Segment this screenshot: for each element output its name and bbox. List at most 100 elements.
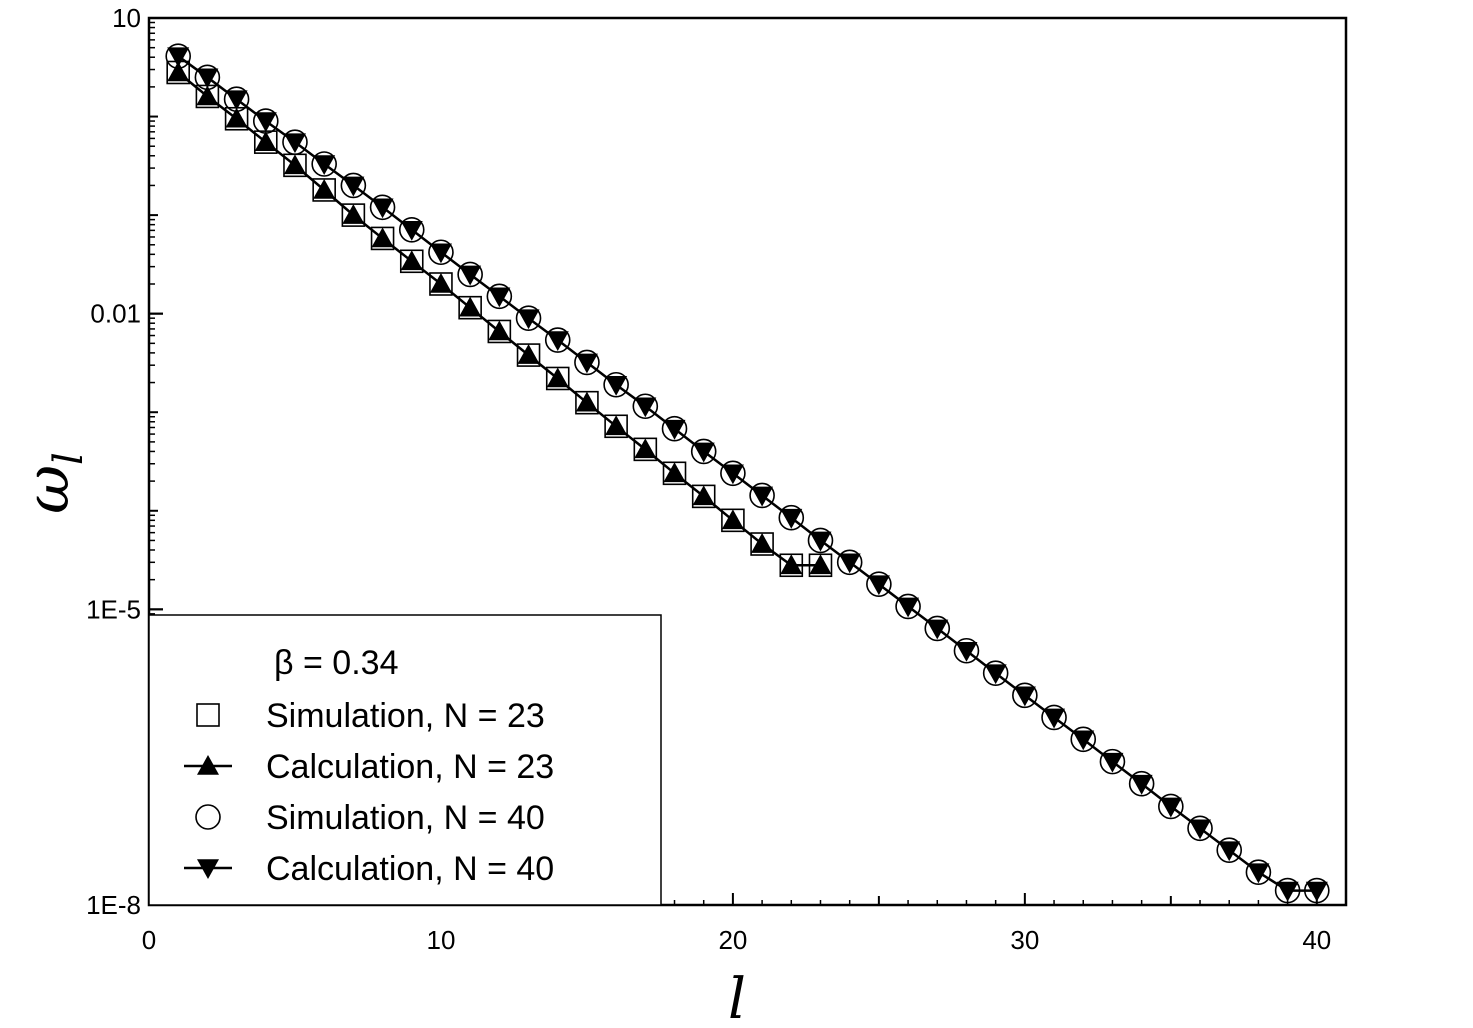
data-point	[254, 112, 277, 133]
data-point	[605, 375, 628, 396]
series-3	[165, 43, 1330, 904]
data-point	[926, 619, 949, 640]
data-point	[488, 320, 511, 341]
series-2	[167, 61, 832, 575]
x-tick-label: 0	[142, 925, 156, 955]
data-point	[982, 660, 1009, 686]
data-point	[1101, 752, 1124, 773]
legend-marker	[195, 804, 221, 830]
data-point	[780, 554, 803, 575]
data-point	[428, 239, 454, 266]
data-point	[632, 393, 659, 420]
data-point	[955, 641, 978, 662]
data-point	[751, 533, 774, 553]
legend-marker	[196, 703, 220, 727]
data-point	[459, 265, 482, 286]
data-point	[984, 664, 1007, 685]
data-point	[1013, 686, 1036, 707]
data-point	[194, 64, 221, 91]
data-point	[661, 415, 688, 442]
data-point	[575, 391, 598, 412]
data-point	[342, 176, 365, 197]
x-axis-label: l	[728, 967, 746, 1028]
data-layer	[165, 43, 1330, 904]
data-point	[634, 438, 657, 459]
legend-entries: Simulation, N = 23 Calculation, N = 23 Sim…	[184, 697, 554, 888]
data-point	[897, 597, 920, 618]
data-point	[895, 593, 921, 620]
data-point	[575, 353, 598, 374]
data-point	[546, 367, 569, 388]
data-point	[1128, 770, 1155, 797]
data-point	[663, 419, 686, 440]
data-point	[1043, 708, 1066, 729]
plot-frame	[147, 16, 1348, 907]
data-point	[546, 331, 569, 352]
data-point	[398, 216, 425, 243]
data-point	[1187, 815, 1213, 842]
series-line	[177, 55, 1317, 892]
data-point	[751, 486, 774, 507]
data-point	[603, 371, 629, 398]
series-4	[167, 47, 1328, 902]
legend: β = 0.34 Simulation, N = 23 Calculation, …	[148, 614, 662, 906]
data-point	[778, 504, 805, 531]
data-point	[371, 227, 394, 248]
data-point	[400, 220, 423, 241]
data-point	[167, 47, 190, 68]
data-point	[1245, 859, 1272, 886]
data-point	[225, 107, 248, 128]
data-point	[196, 68, 219, 89]
data-point	[342, 204, 365, 224]
data-point	[1216, 837, 1243, 863]
data-point	[1130, 774, 1153, 795]
y-axis-label-group: ωl	[13, 452, 92, 514]
y-axis-label-subscript: l	[46, 452, 92, 465]
data-point	[1247, 863, 1270, 884]
legend-label: Simulation, N = 23	[266, 697, 545, 735]
data-point	[400, 250, 423, 271]
data-point	[515, 305, 542, 331]
legend-label: Calculation, N = 40	[266, 850, 554, 888]
data-point	[634, 397, 657, 418]
data-point	[1012, 682, 1038, 709]
data-point	[1099, 748, 1126, 775]
data-point	[1041, 704, 1067, 731]
data-point	[1072, 730, 1095, 751]
data-point	[282, 129, 308, 155]
data-point	[924, 615, 951, 642]
data-point	[605, 415, 628, 436]
x-tick-label: 20	[718, 925, 747, 955]
data-point	[196, 85, 219, 106]
data-point	[429, 272, 452, 293]
legend-entry-1: Simulation, N = 23	[196, 697, 545, 735]
data-point	[720, 460, 746, 487]
y-axis-label: ωl	[13, 452, 92, 514]
data-point	[866, 571, 892, 597]
data-point	[721, 509, 744, 530]
data-point	[313, 178, 336, 199]
data-point	[369, 194, 396, 221]
data-point	[692, 485, 715, 506]
data-point	[692, 442, 715, 463]
data-point	[1218, 841, 1241, 862]
data-point	[1159, 797, 1182, 818]
legend-label: Calculation, N = 23	[266, 748, 554, 786]
data-point	[838, 553, 861, 574]
legend-marker	[197, 755, 219, 775]
data-point	[1305, 881, 1328, 902]
data-point	[225, 90, 248, 111]
data-point	[836, 549, 863, 576]
data-point	[254, 131, 277, 151]
data-point	[1276, 881, 1299, 902]
data-point	[486, 283, 513, 310]
legend-title: β = 0.34	[274, 644, 398, 682]
legend-label: Simulation, N = 40	[266, 799, 545, 837]
data-point	[953, 637, 980, 664]
data-point	[429, 243, 452, 264]
data-point	[690, 438, 717, 465]
data-point	[283, 154, 306, 175]
data-point	[488, 287, 511, 308]
data-point	[459, 296, 482, 317]
data-point	[809, 554, 832, 575]
